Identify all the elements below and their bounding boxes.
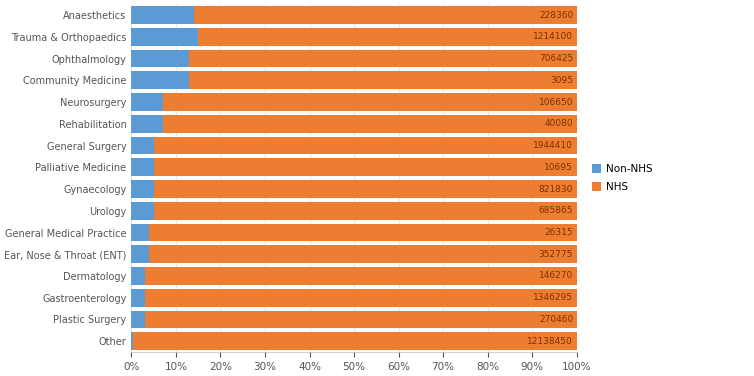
Text: 352775: 352775 [539,250,573,259]
Bar [149,224,577,241]
Bar [163,115,577,133]
Text: 1214100: 1214100 [533,32,573,41]
Text: 146270: 146270 [539,271,573,280]
Text: 1944410: 1944410 [533,141,573,150]
Bar [131,202,154,220]
Bar [133,332,577,350]
Bar [163,93,577,111]
Bar [131,224,149,241]
Bar [145,311,577,328]
Bar [131,289,145,307]
Bar [189,50,577,67]
Text: 270460: 270460 [539,315,573,324]
Text: 1346295: 1346295 [533,293,573,302]
Bar [131,28,198,46]
Bar [189,71,577,89]
Text: 706425: 706425 [539,54,573,63]
Text: 106650: 106650 [538,97,573,106]
Bar [145,289,577,307]
Text: 685865: 685865 [538,206,573,215]
Text: 10695: 10695 [544,163,573,172]
Bar [149,245,577,263]
Bar [154,158,577,176]
Bar [131,93,163,111]
Text: 821830: 821830 [539,185,573,194]
Bar [131,311,145,328]
Text: 26315: 26315 [544,228,573,237]
Bar [145,267,577,285]
Text: 12138450: 12138450 [527,337,573,346]
Text: 228360: 228360 [539,11,573,20]
Bar [131,6,194,24]
Bar [194,6,577,24]
Bar [154,136,577,155]
Bar [131,332,133,350]
Text: 3095: 3095 [550,76,573,85]
Bar [131,245,149,263]
Bar [131,158,154,176]
Bar [198,28,577,46]
Text: 40080: 40080 [544,119,573,128]
Legend: Non-NHS, NHS: Non-NHS, NHS [587,159,658,197]
Bar [154,180,577,198]
Bar [131,115,163,133]
Bar [131,267,145,285]
Bar [131,71,189,89]
Bar [154,202,577,220]
Bar [131,136,154,155]
Bar [131,50,189,67]
Bar [131,180,154,198]
